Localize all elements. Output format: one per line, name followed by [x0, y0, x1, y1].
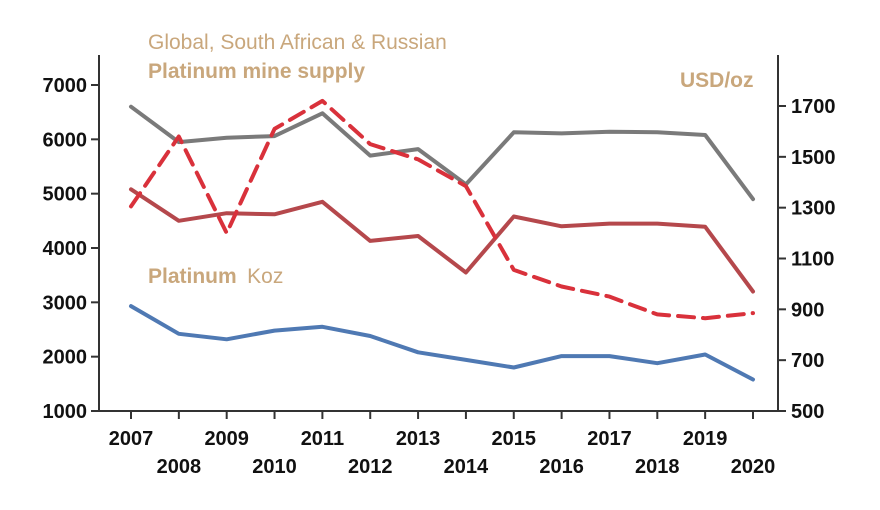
- x-tick-label: 2010: [252, 456, 297, 478]
- x-tick-label: 2011: [301, 428, 344, 450]
- series-lines: [129, 98, 755, 382]
- right-axis-unit: USD/oz: [680, 69, 754, 92]
- header-line-2: Platinum mine supply: [148, 60, 365, 83]
- koz-label: Koz: [247, 265, 283, 288]
- right-tick-label: 1500: [791, 147, 836, 169]
- right-tick-label: 700: [791, 350, 824, 372]
- header-line-1: Global, South African & Russian: [148, 31, 447, 54]
- right-tick-label: 1100: [791, 249, 834, 271]
- platinum-label-bold: Platinum: [148, 265, 237, 288]
- series-line-3: [129, 304, 755, 382]
- x-tick-label: 2009: [204, 428, 249, 450]
- left-tick-label: 1000: [43, 401, 88, 423]
- right-tick-label: 1300: [791, 198, 836, 220]
- x-tick-label: 2008: [157, 456, 202, 478]
- x-tick-label: 2019: [683, 428, 728, 450]
- x-tick-label: 2018: [635, 456, 680, 478]
- x-tick-label: 2007: [109, 428, 154, 450]
- left-tick-label: 3000: [43, 292, 88, 314]
- x-tick-label: 2015: [492, 428, 537, 450]
- x-tick-label: 2020: [731, 456, 776, 478]
- left-tick-label: 2000: [43, 347, 88, 369]
- left-tick-label: 7000: [43, 75, 88, 97]
- left-tick-label: 6000: [43, 129, 88, 151]
- x-tick-label: 2016: [539, 456, 584, 478]
- platinum-koz-label: Platinum Koz: [148, 265, 283, 288]
- left-tick-label: 5000: [43, 184, 88, 206]
- x-tick-label: 2013: [396, 428, 441, 450]
- right-tick-label: 900: [791, 299, 824, 321]
- axes: 1000 2000 3000 4000 5000 6000 7000 500 700 900 110…: [43, 55, 836, 478]
- x-tick-label: 2012: [348, 456, 393, 478]
- right-tick-label: 500: [791, 401, 824, 423]
- series-line-4: [129, 98, 755, 321]
- right-tick-label: 1700: [791, 96, 836, 118]
- x-tick-label: 2014: [444, 456, 489, 478]
- series-line-1: [129, 104, 755, 202]
- left-tick-label: 4000: [43, 238, 88, 260]
- x-tick-label: 2017: [587, 428, 632, 450]
